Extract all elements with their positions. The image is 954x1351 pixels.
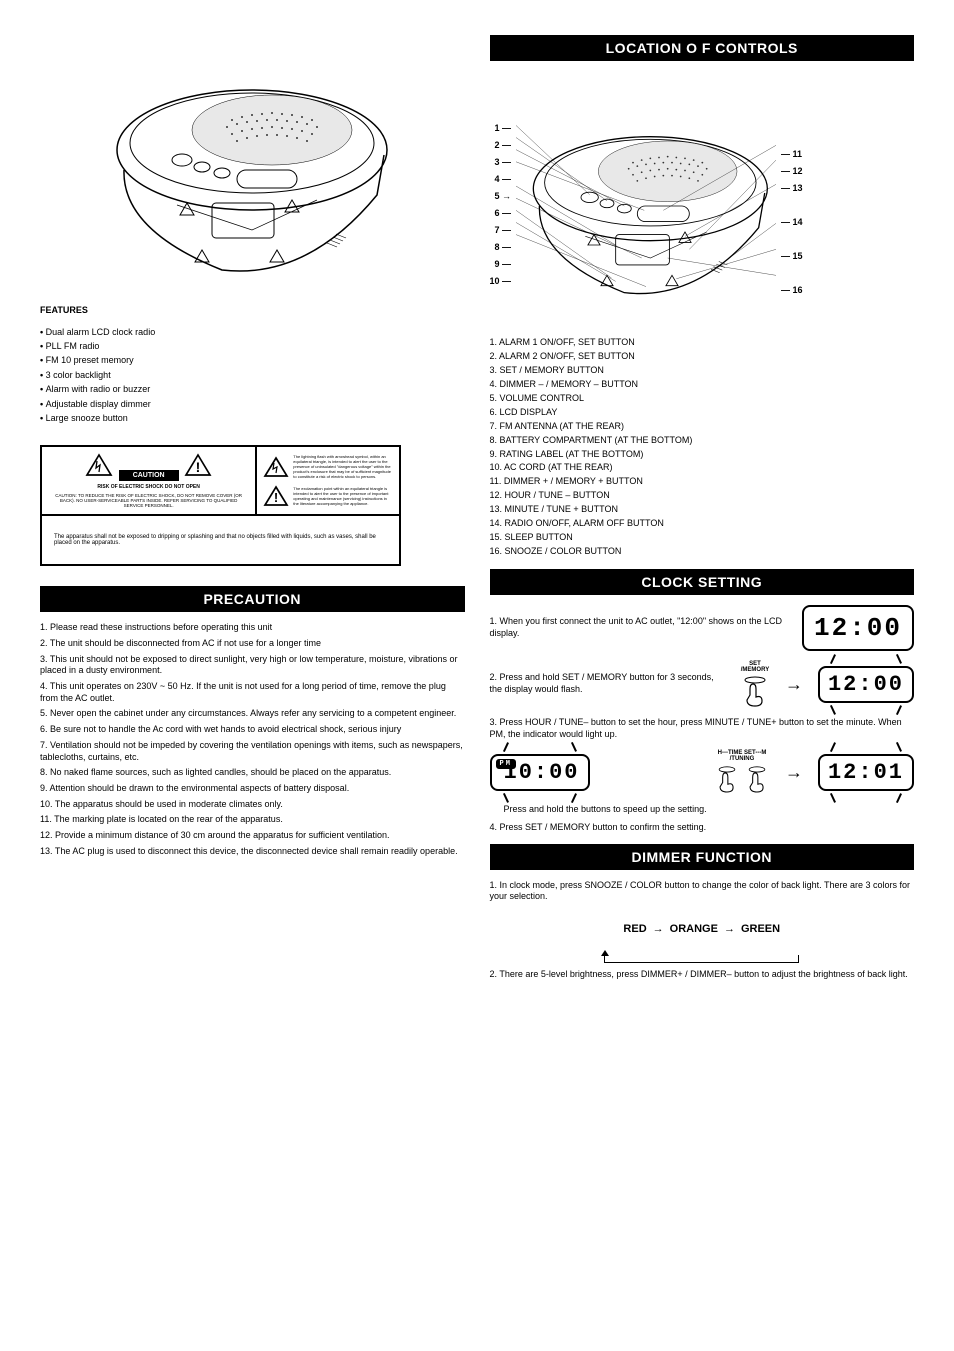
clock-heading: CLOCK SETTING: [490, 569, 915, 595]
lcd-flash-1201: 12:01: [818, 754, 914, 791]
precaution-heading: PRECAUTION: [40, 586, 465, 612]
features-list: Dual alarm LCD clock radioPLL FM radioFM…: [40, 325, 465, 426]
color-cycle: RED→ ORANGE→ GREEN: [490, 923, 915, 963]
dimmer-step-1: 1. In clock mode, press SNOOZE / COLOR b…: [490, 880, 915, 903]
clock-step-2: 2. Press and hold SET / MEMORY button fo…: [490, 672, 725, 695]
lcd-1200: 12:00: [802, 605, 914, 651]
lcd-flash-1200: 12:00: [818, 666, 914, 703]
dimmer-heading: DIMMER FUNCTION: [490, 844, 915, 870]
dimmer-step-2: 2. There are 5-level brightness, press D…: [490, 969, 915, 981]
clock-step-3-note: Press and hold the buttons to speed up t…: [504, 804, 915, 816]
clock-step-1: 1. When you first connect the unit to AC…: [490, 616, 787, 639]
press-set-icon: SET /MEMORY: [740, 661, 770, 707]
caution-table: CAUTION ! RISK OF ELECTRIC SHOCK DO NOT …: [40, 445, 401, 566]
svg-text:!: !: [274, 490, 278, 505]
arrow-icon: →: [785, 762, 803, 783]
lcd-pm-1000: PM10:00: [490, 754, 590, 791]
controls-list: 1. ALARM 1 ON/OFF, SET BUTTON2. ALARM 2 …: [490, 336, 915, 559]
svg-text:!: !: [196, 459, 201, 475]
precaution-list: 1. Please read these instructions before…: [40, 622, 465, 857]
product-illustration-right: 1 —2 —3 —4 —5 →6 —7 —8 —9 —10 —: [490, 91, 915, 321]
features-title: FEATURES: [40, 305, 465, 317]
arrow-icon: →: [785, 674, 803, 695]
clock-step-3: 3. Press HOUR / TUNE– button to set the …: [490, 717, 915, 740]
product-illustration-left: [40, 55, 465, 285]
location-heading: LOCATION O F CONTROLS: [490, 35, 915, 61]
press-tuning-icon: H---TIME SET---M /TUNING: [714, 750, 770, 794]
clock-step-4: 4. Press SET / MEMORY button to confirm …: [490, 822, 915, 834]
